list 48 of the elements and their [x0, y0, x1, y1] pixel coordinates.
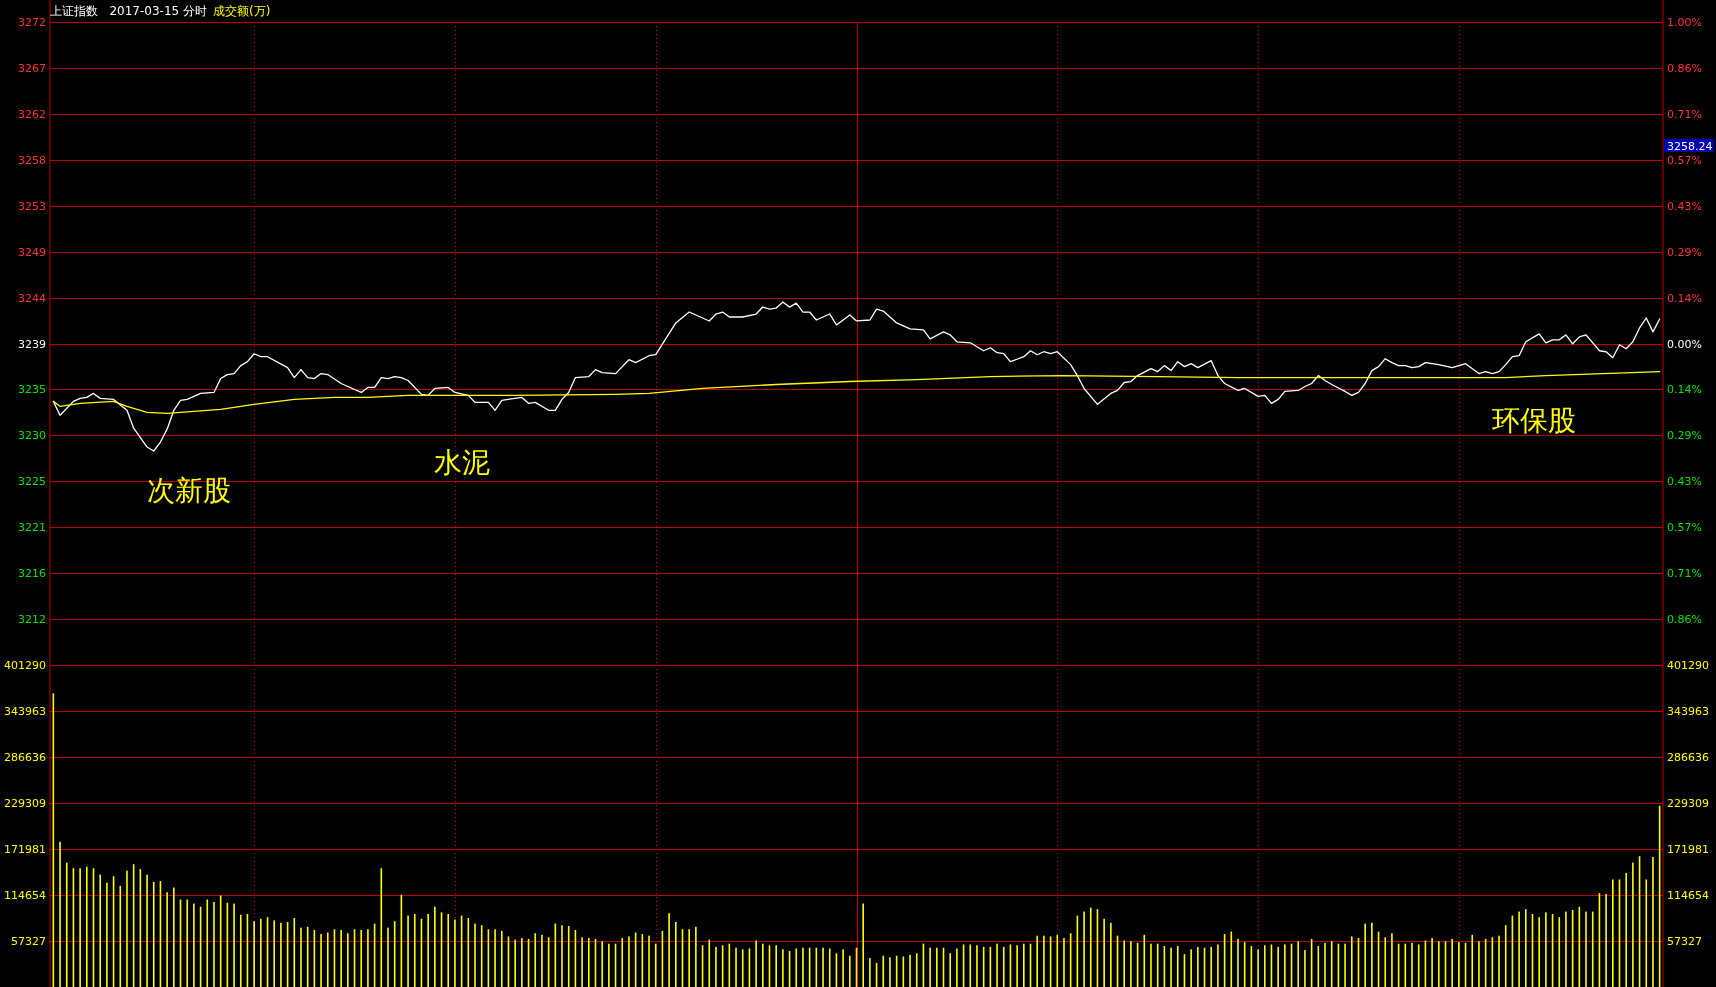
- y2-tick-label: 1.00%: [1667, 16, 1702, 29]
- y-tick-label: 3258: [18, 153, 46, 167]
- y-tick-label: 57327: [11, 935, 46, 948]
- y2-tick-label: 0.86%: [1667, 613, 1702, 627]
- y2-tick-label: 114654: [1667, 889, 1709, 902]
- y2-tick-label: 0.71%: [1667, 107, 1702, 121]
- y2-tick-label: 57327: [1667, 935, 1702, 948]
- y-tick-label: 3212: [18, 613, 46, 627]
- y2-tick-label: 0.14%: [1667, 291, 1702, 305]
- y-tick-label: 286636: [4, 751, 46, 764]
- y2-tick-label: 0.29%: [1667, 245, 1702, 259]
- annotation: 水泥: [434, 446, 490, 479]
- y-tick-label: 3230: [18, 429, 46, 443]
- y-tick-label: 3221: [18, 521, 46, 535]
- y2-tick-label: 0.71%: [1667, 567, 1702, 581]
- y-tick-label: 3253: [18, 199, 46, 213]
- y2-tick-label: 401290: [1667, 659, 1709, 672]
- y2-tick-label: 343963: [1667, 705, 1709, 718]
- y2-tick-label: 0.43%: [1667, 199, 1702, 213]
- y2-tick-label: 0.29%: [1667, 429, 1702, 443]
- y-tick-label: 171981: [4, 843, 46, 856]
- y-tick-label: 3216: [18, 567, 46, 581]
- y-tick-label: 3239: [18, 337, 46, 351]
- y2-tick-label: 0.86%: [1667, 61, 1702, 75]
- y-tick-label: 3272: [18, 16, 46, 29]
- y2-tick-label: 171981: [1667, 843, 1709, 856]
- y-tick-label: 3262: [18, 107, 46, 121]
- y2-tick-label: 0.43%: [1667, 475, 1702, 489]
- y2-tick-label: 0.57%: [1667, 153, 1702, 167]
- annotation: 环保股: [1492, 404, 1576, 437]
- y-tick-label: 3267: [18, 61, 46, 75]
- chart-title: 上证指数 2017-03-15 分时: [50, 4, 207, 18]
- y-tick-label: 401290: [4, 659, 46, 672]
- annotation: 次新股: [147, 474, 231, 507]
- y-tick-label: 229309: [4, 797, 46, 810]
- y2-tick-label: 229309: [1667, 797, 1709, 810]
- y2-tick-label: 0.14%: [1667, 383, 1702, 397]
- chart-subtitle: 成交额(万): [213, 4, 271, 18]
- text: 3258.24: [1667, 139, 1713, 153]
- y-tick-label: 343963: [4, 705, 46, 718]
- y-tick-label: 3235: [18, 383, 46, 397]
- y-tick-label: 3244: [18, 291, 46, 305]
- y-tick-label: 3249: [18, 245, 46, 259]
- y2-tick-label: 0.00%: [1667, 337, 1702, 351]
- y-tick-label: 114654: [4, 889, 46, 902]
- y-tick-label: 3225: [18, 475, 46, 489]
- y2-tick-label: 286636: [1667, 751, 1709, 764]
- y2-tick-label: 0.57%: [1667, 521, 1702, 535]
